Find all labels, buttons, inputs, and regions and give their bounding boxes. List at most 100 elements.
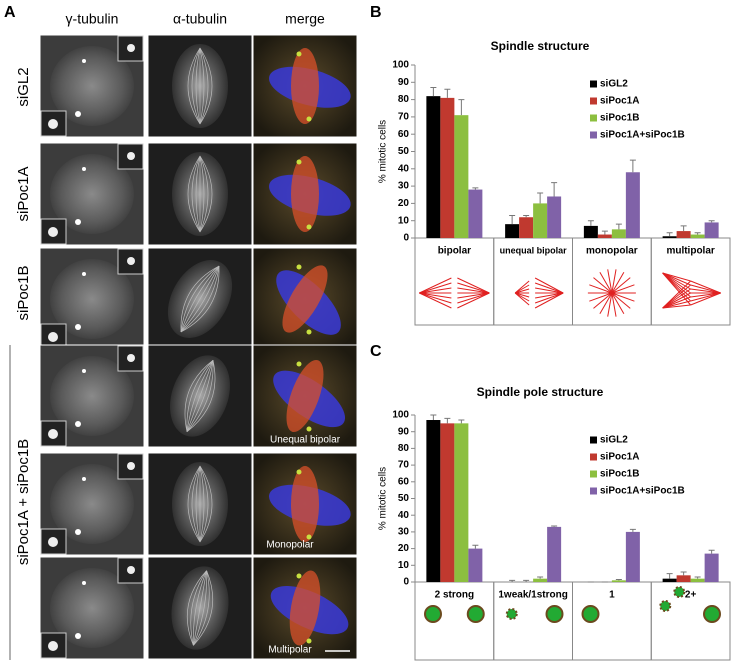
fiber — [193, 570, 207, 646]
fiber — [180, 265, 220, 332]
spindle-icon — [611, 292, 617, 317]
pole-icon — [659, 600, 672, 612]
error-bar — [458, 419, 465, 424]
spindle-icon — [662, 280, 691, 309]
image-annotation: Multipolar — [268, 645, 312, 656]
error-bar — [708, 549, 715, 554]
y-tick-label: 30 — [398, 181, 410, 192]
column-header: merge — [285, 11, 325, 27]
bar — [454, 423, 469, 582]
error-bar — [680, 571, 687, 576]
x-tick-label: 1weak/1strong — [498, 590, 567, 601]
inset-dot — [127, 462, 135, 470]
error-bar — [551, 182, 558, 197]
error-bar — [551, 525, 558, 527]
bar — [611, 580, 626, 582]
spindle-icon — [662, 296, 691, 309]
pole — [82, 59, 86, 63]
fiber — [193, 570, 208, 646]
fiber — [186, 360, 214, 432]
y-tick-label: 100 — [392, 60, 409, 71]
y-tick-label: 40 — [398, 163, 410, 174]
spindle-icon — [535, 292, 564, 299]
spindle-icon — [457, 287, 490, 294]
cell — [50, 568, 134, 648]
legend-label: siPoc1A+siPoc1B — [600, 130, 685, 141]
error-bar — [629, 528, 636, 532]
fiber — [186, 360, 214, 432]
y-tick-label: 90 — [398, 426, 410, 437]
pole-icon — [703, 605, 721, 623]
spindle-icon — [690, 280, 721, 294]
y-tick-label: 30 — [398, 527, 410, 538]
spindle-icon — [662, 304, 691, 309]
x-tick-label: 2 strong — [435, 590, 474, 601]
micrographs — [39, 34, 358, 660]
bar — [690, 578, 705, 582]
fiber — [180, 265, 220, 333]
fiber — [199, 155, 205, 233]
row-label: siPoc1A — [15, 166, 32, 221]
pole — [82, 477, 86, 481]
cell — [50, 154, 134, 234]
spindle-icon — [514, 292, 530, 302]
spindle-icon — [535, 287, 564, 294]
spindle-icon — [589, 292, 613, 302]
spindle-icon — [611, 271, 625, 294]
bar — [533, 203, 548, 238]
legend-label: siPoc1A+siPoc1B — [600, 486, 685, 497]
legend-label: siPoc1B — [600, 469, 639, 480]
error-bar — [472, 187, 479, 190]
error-bar — [430, 414, 437, 421]
legend-swatch — [590, 114, 597, 122]
inset-dot — [48, 332, 58, 342]
spindle-icon — [593, 292, 613, 309]
spindle-icon — [534, 292, 564, 309]
spindle — [291, 466, 319, 542]
error-bar — [430, 86, 437, 97]
fiber — [186, 360, 214, 432]
cell — [50, 464, 134, 544]
legend-swatch — [590, 453, 597, 461]
pole — [306, 116, 312, 122]
fiber — [180, 265, 220, 332]
y-axis-label: % mitotic cells — [378, 120, 389, 183]
error-bar — [694, 232, 701, 235]
row-label: siPoc1B — [15, 265, 32, 320]
fiber — [186, 570, 207, 646]
row-label: siPoc1A + siPoc1B — [15, 439, 32, 565]
pole — [296, 264, 302, 270]
bar — [547, 526, 562, 582]
pole — [82, 369, 86, 373]
pole — [296, 469, 302, 475]
error-bar — [444, 88, 451, 98]
bar — [440, 423, 455, 582]
pole — [296, 159, 302, 165]
spindle-icon — [611, 277, 631, 294]
bar — [426, 420, 441, 582]
spindle-icon — [662, 300, 691, 309]
bar — [662, 236, 677, 238]
fiber — [193, 570, 210, 646]
fiber — [199, 47, 205, 125]
y-tick-label: 20 — [398, 198, 410, 209]
y-tick-label: 70 — [398, 112, 410, 123]
bar — [583, 225, 598, 238]
y-tick-label: 0 — [403, 233, 409, 244]
fiber — [192, 570, 207, 646]
inset-dot — [127, 44, 135, 52]
spindle-icon — [690, 284, 721, 294]
y-tick-label: 20 — [398, 543, 410, 554]
pole — [82, 581, 86, 585]
spindle-icon — [607, 292, 613, 317]
inset-dot — [48, 641, 58, 651]
image-annotation: Monopolar — [266, 540, 314, 551]
legend-label: siPoc1A — [600, 96, 639, 107]
fiber — [187, 465, 201, 543]
fiber — [193, 570, 214, 646]
y-tick-label: 90 — [398, 77, 410, 88]
pole — [306, 224, 312, 230]
bar — [547, 196, 562, 238]
